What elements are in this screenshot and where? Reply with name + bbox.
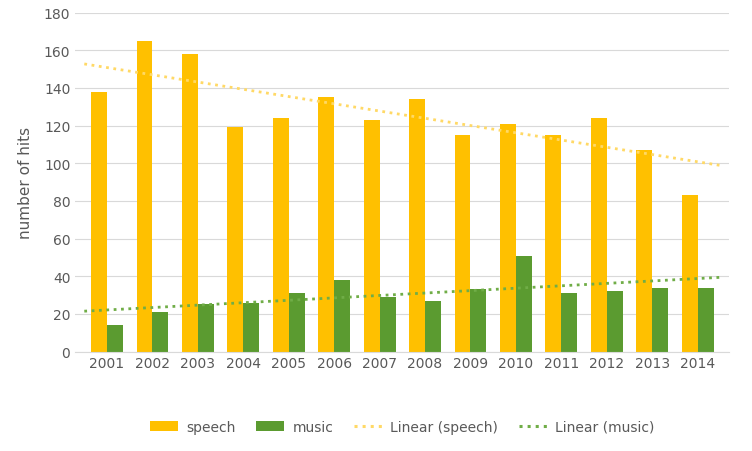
Bar (107, 326, 123, 352)
Bar (409, 100, 425, 352)
Bar (182, 55, 198, 352)
Bar (545, 136, 561, 352)
Bar (607, 292, 623, 352)
Bar (91, 92, 107, 352)
Bar (364, 120, 380, 352)
Bar (289, 294, 305, 352)
Bar (380, 297, 396, 352)
Bar (198, 305, 214, 352)
Bar (244, 303, 259, 352)
Bar (652, 288, 668, 352)
Bar (334, 281, 350, 352)
Bar (318, 98, 334, 352)
Bar (698, 288, 714, 352)
Legend: speech, music, Linear (speech), Linear (music): speech, music, Linear (speech), Linear (… (144, 414, 660, 440)
Bar (471, 290, 487, 352)
Bar (137, 41, 153, 352)
Bar (591, 119, 607, 352)
Bar (516, 256, 532, 352)
Bar (636, 151, 652, 352)
Bar (561, 294, 578, 352)
Bar (227, 128, 244, 352)
Bar (500, 124, 516, 352)
Bar (454, 136, 471, 352)
Bar (273, 119, 289, 352)
Bar (425, 301, 441, 352)
Bar (682, 196, 698, 352)
Bar (153, 313, 168, 352)
Y-axis label: number of hits: number of hits (18, 127, 33, 239)
